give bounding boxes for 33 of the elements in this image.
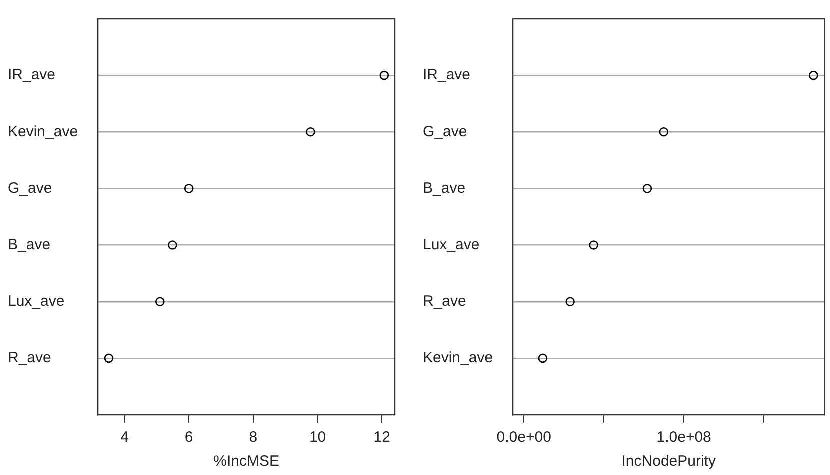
point [809,70,818,80]
y-tick-label: R_ave [423,293,466,310]
point [659,127,669,137]
x-axis-title: IncNodePurity [622,453,716,470]
x-tick-label: 4 [120,429,129,446]
y-tick-label: B_ave [8,236,51,254]
x-tick-label: 0.0e+00 [496,429,552,446]
point [155,297,165,307]
y-tick-label: IR_ave [8,66,56,84]
y-tick-label: Lux_ave [423,236,480,254]
point [168,240,178,250]
x-axis-title: %IncMSE [214,453,280,470]
point [642,184,652,194]
point [589,240,598,250]
y-tick-label: Lux_ave [8,293,65,310]
x-tick-label: 6 [184,429,194,446]
point [380,70,390,80]
y-tick-label: Kevin_ave [8,123,78,140]
x-tick-label: 8 [249,429,258,446]
x-tick-label: 1.0e+08 [656,429,712,446]
point [538,354,548,364]
y-tick-label: G_ave [8,180,52,197]
point [184,184,194,194]
point [104,354,114,364]
point [566,297,575,307]
x-tick-label: 12 [374,429,390,446]
y-tick-label: IR_ave [423,66,471,84]
y-tick-label: G_ave [423,123,468,140]
y-tick-label: B_ave [423,180,466,197]
x-tick-label: 10 [309,429,326,446]
point [306,127,316,137]
y-tick-label: Kevin_ave [423,350,494,367]
y-tick-label: R_ave [8,350,52,367]
